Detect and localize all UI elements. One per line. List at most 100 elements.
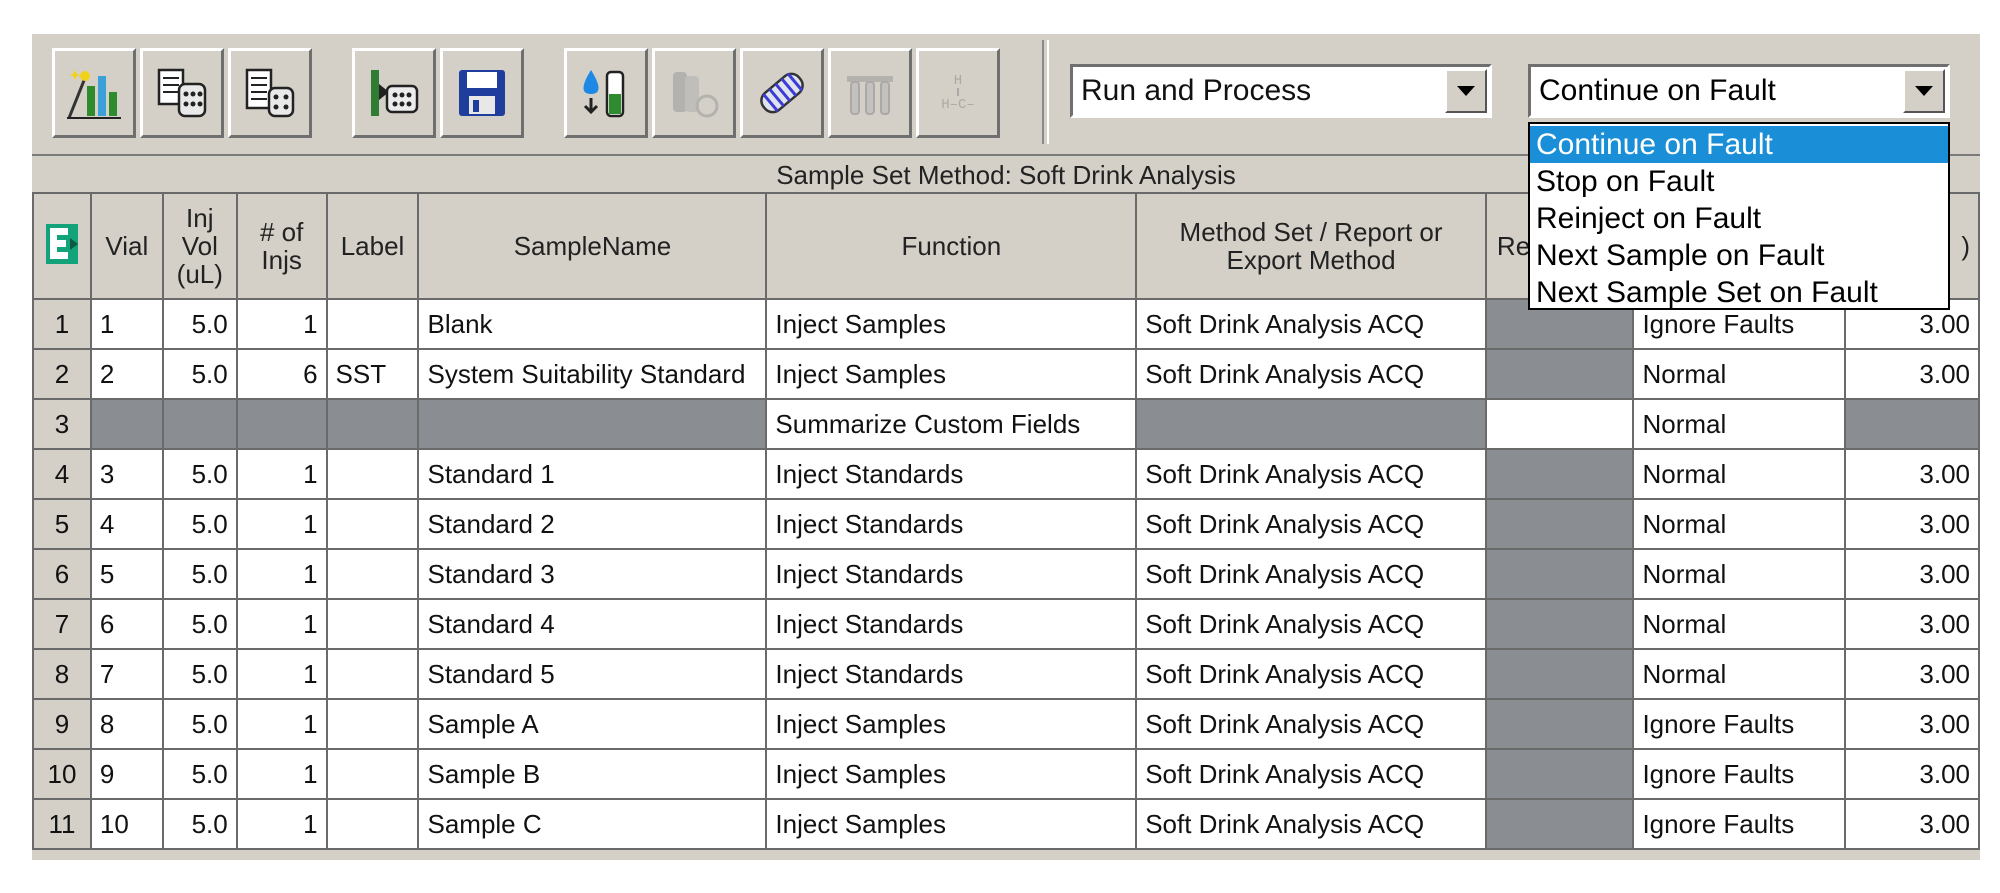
cell-vial[interactable]: 10 (89, 798, 164, 850)
cell-inj-vol[interactable]: 5.0 (161, 798, 238, 850)
cell-fault[interactable]: Normal (1632, 498, 1847, 550)
table-row[interactable]: 9 8 5.0 1 Sample A Inject Samples Soft D… (32, 698, 1980, 750)
table-row[interactable]: 4 3 5.0 1 Standard 1 Inject Standards So… (32, 448, 1980, 500)
cell-injs[interactable]: 1 (235, 698, 328, 750)
cell-injs[interactable]: 1 (235, 798, 328, 850)
cell-method[interactable]: Soft Drink Analysis ACQ (1135, 348, 1487, 400)
cell-run-time[interactable]: 3.00 (1844, 548, 1980, 600)
cell-method[interactable]: Soft Drink Analysis ACQ (1135, 598, 1487, 650)
cell-function[interactable]: Inject Samples (765, 348, 1138, 400)
table-corner[interactable] (32, 192, 92, 300)
fault-option-next-sample-set[interactable]: Next Sample Set on Fault (1536, 276, 1878, 309)
cell-function[interactable]: Summarize Custom Fields (765, 398, 1138, 450)
col-header-inj-vol[interactable]: Inj Vol (uL) (161, 192, 238, 300)
table-row[interactable]: 8 7 5.0 1 Standard 5 Inject Standards So… (32, 648, 1980, 700)
row-number[interactable]: 10 (32, 748, 92, 800)
cell-inj-vol[interactable]: 5.0 (161, 448, 238, 500)
cell-injs[interactable]: 1 (235, 748, 328, 800)
cell-sample-name[interactable]: Standard 3 (417, 548, 768, 600)
wizard-button[interactable] (52, 48, 136, 138)
cell-run-time[interactable]: 3.00 (1844, 448, 1980, 500)
tube-rack-button[interactable] (828, 48, 912, 138)
row-number[interactable]: 6 (32, 548, 92, 600)
structure-button[interactable]: H H–C– (916, 48, 1000, 138)
table-row[interactable]: 10 9 5.0 1 Sample B Inject Samples Soft … (32, 748, 1980, 800)
cell-vial[interactable]: 6 (89, 598, 164, 650)
cell-method[interactable]: Soft Drink Analysis ACQ (1135, 648, 1487, 700)
cell-inj-vol[interactable]: 5.0 (161, 548, 238, 600)
cell-injs[interactable]: 1 (235, 498, 328, 550)
cell-fault[interactable]: Normal (1632, 548, 1847, 600)
load-samples-button[interactable] (140, 48, 224, 138)
cell-method[interactable]: Soft Drink Analysis ACQ (1135, 448, 1487, 500)
cell-inj-vol[interactable]: 5.0 (161, 348, 238, 400)
column-button[interactable] (740, 48, 824, 138)
cell-method[interactable]: Soft Drink Analysis ACQ (1135, 748, 1487, 800)
cell-sample-name[interactable]: Sample C (417, 798, 768, 850)
cell-inj-vol[interactable]: 5.0 (161, 598, 238, 650)
table-row[interactable]: 7 6 5.0 1 Standard 4 Inject Standards So… (32, 598, 1980, 650)
cell-fault[interactable]: Ignore Faults (1632, 748, 1847, 800)
cell-fault[interactable]: Normal (1632, 448, 1847, 500)
table-row-summary[interactable]: 3 Summarize Custom Fields Normal (32, 398, 1980, 450)
cell-label[interactable] (325, 598, 420, 650)
cell-injs[interactable]: 1 (235, 298, 328, 350)
cell-inj-vol[interactable]: 5.0 (161, 298, 238, 350)
cell-inj-vol[interactable]: 5.0 (161, 748, 238, 800)
row-number[interactable]: 2 (32, 348, 92, 400)
row-number[interactable]: 9 (32, 698, 92, 750)
cell-fault[interactable]: Normal (1632, 348, 1847, 400)
run-mode-combo[interactable]: Run and Process (1070, 64, 1492, 118)
cell-injs[interactable]: 1 (235, 598, 328, 650)
cell-label[interactable] (325, 648, 420, 700)
cell-inj-vol[interactable]: 5.0 (161, 698, 238, 750)
row-number[interactable]: 7 (32, 598, 92, 650)
cell-vial[interactable]: 5 (89, 548, 164, 600)
cell-sample-name[interactable]: Standard 4 (417, 598, 768, 650)
cell-function[interactable]: Inject Standards (765, 548, 1138, 600)
cell-vial[interactable]: 9 (89, 748, 164, 800)
cell-label[interactable] (325, 448, 420, 500)
col-header-vial[interactable]: Vial (89, 192, 164, 300)
load-samples-alt-button[interactable] (228, 48, 312, 138)
cell-function[interactable]: Inject Samples (765, 698, 1138, 750)
cell-method[interactable]: Soft Drink Analysis ACQ (1135, 698, 1487, 750)
row-number[interactable]: 3 (32, 398, 92, 450)
cell-method[interactable]: Soft Drink Analysis ACQ (1135, 548, 1487, 600)
cell-function[interactable]: Inject Standards (765, 598, 1138, 650)
col-header-injs[interactable]: # of Injs (235, 192, 328, 300)
cell-run-time[interactable]: 3.00 (1844, 748, 1980, 800)
cell-vial[interactable]: 7 (89, 648, 164, 700)
cell-run-time[interactable]: 3.00 (1844, 648, 1980, 700)
table-row[interactable]: 2 2 5.0 6 SST System Suitability Standar… (32, 348, 1980, 400)
cell-label[interactable] (325, 548, 420, 600)
cell-label[interactable] (325, 798, 420, 850)
cell-function[interactable]: Inject Standards (765, 498, 1138, 550)
cell-sample-name[interactable]: Standard 2 (417, 498, 768, 550)
cell-label[interactable] (325, 748, 420, 800)
cell-sample-name[interactable]: Standard 1 (417, 448, 768, 500)
cell-vial[interactable]: 1 (89, 298, 164, 350)
cell-fault[interactable]: Ignore Faults (1632, 698, 1847, 750)
col-header-sample-name[interactable]: SampleName (417, 192, 768, 300)
cell-sample-name[interactable]: Blank (417, 298, 768, 350)
cell-vial[interactable]: 2 (89, 348, 164, 400)
col-header-method[interactable]: Method Set / Report or Export Method (1135, 192, 1487, 300)
cell-label[interactable] (325, 498, 420, 550)
cell-sample-name[interactable]: System Suitability Standard (417, 348, 768, 400)
inject-button[interactable] (564, 48, 648, 138)
cell-fault[interactable]: Ignore Faults (1632, 798, 1847, 850)
cell-function[interactable]: Inject Standards (765, 448, 1138, 500)
cell-function[interactable]: Inject Samples (765, 798, 1138, 850)
col-header-function[interactable]: Function (765, 192, 1138, 300)
cell-label[interactable] (325, 698, 420, 750)
cell-label[interactable] (325, 298, 420, 350)
cell-injs[interactable]: 1 (235, 648, 328, 700)
cell-sample-name[interactable]: Sample A (417, 698, 768, 750)
fault-option-continue[interactable]: Continue on Fault (1530, 126, 1948, 163)
cell-sample-name[interactable]: Standard 5 (417, 648, 768, 700)
cell-run-time[interactable]: 3.00 (1844, 698, 1980, 750)
cell-method[interactable]: Soft Drink Analysis ACQ (1135, 498, 1487, 550)
cell-inj-vol[interactable]: 5.0 (161, 498, 238, 550)
cell-fault[interactable]: Normal (1632, 648, 1847, 700)
